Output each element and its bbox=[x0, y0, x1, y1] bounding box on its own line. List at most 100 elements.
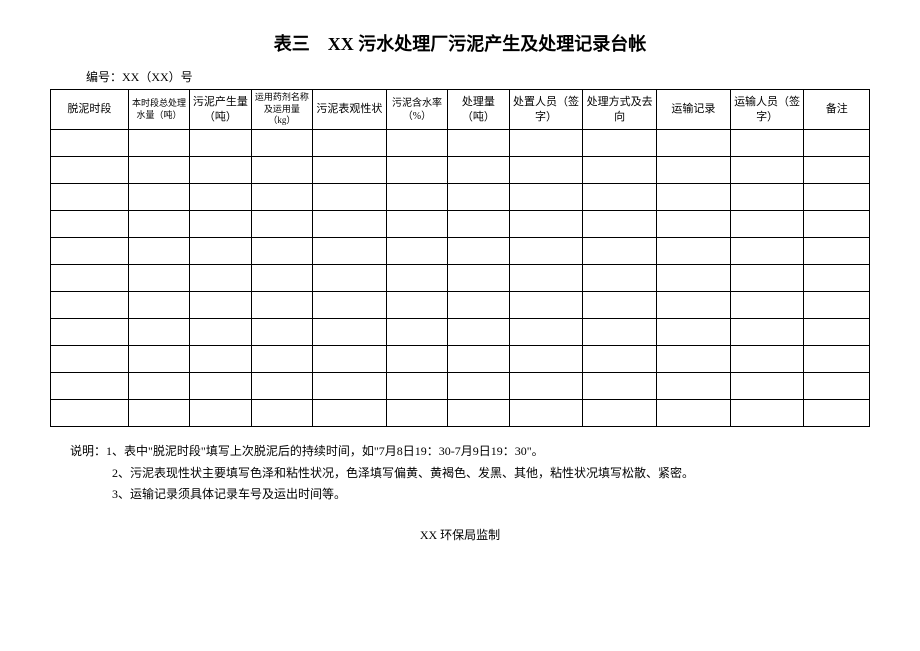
table-cell bbox=[583, 211, 657, 238]
table-cell bbox=[190, 130, 251, 157]
table-cell bbox=[657, 373, 731, 400]
table-cell bbox=[251, 373, 312, 400]
header-cell: 污泥产生量（吨） bbox=[190, 90, 251, 130]
table-row bbox=[51, 130, 870, 157]
table-cell bbox=[509, 319, 583, 346]
table-cell bbox=[313, 238, 387, 265]
table-cell bbox=[657, 319, 731, 346]
table-cell bbox=[657, 157, 731, 184]
table-cell bbox=[51, 319, 129, 346]
table-cell bbox=[804, 211, 870, 238]
table-cell bbox=[251, 157, 312, 184]
table-cell bbox=[583, 346, 657, 373]
header-cell: 本时段总处理水量（吨） bbox=[128, 90, 189, 130]
table-cell bbox=[51, 265, 129, 292]
table-cell bbox=[313, 400, 387, 427]
header-cell: 运用药剂名称及运用量（kg） bbox=[251, 90, 312, 130]
table-cell bbox=[251, 184, 312, 211]
table-cell bbox=[448, 373, 509, 400]
table-cell bbox=[128, 373, 189, 400]
table-cell bbox=[804, 400, 870, 427]
table-cell bbox=[51, 157, 129, 184]
table-cell bbox=[51, 184, 129, 211]
record-table: 脱泥时段 本时段总处理水量（吨） 污泥产生量（吨） 运用药剂名称及运用量（kg）… bbox=[50, 89, 870, 427]
table-cell bbox=[386, 211, 447, 238]
table-cell bbox=[804, 319, 870, 346]
table-cell bbox=[583, 400, 657, 427]
table-cell bbox=[190, 319, 251, 346]
table-cell bbox=[804, 373, 870, 400]
table-cell bbox=[448, 346, 509, 373]
table-cell bbox=[804, 130, 870, 157]
notes-prefix: 说明： bbox=[70, 444, 106, 458]
table-cell bbox=[448, 292, 509, 319]
table-cell bbox=[448, 319, 509, 346]
table-cell bbox=[583, 319, 657, 346]
table-cell bbox=[386, 130, 447, 157]
table-cell bbox=[313, 319, 387, 346]
table-cell bbox=[386, 238, 447, 265]
table-cell bbox=[51, 211, 129, 238]
header-cell: 备注 bbox=[804, 90, 870, 130]
table-cell bbox=[730, 184, 804, 211]
table-cell bbox=[251, 400, 312, 427]
table-cell bbox=[128, 157, 189, 184]
notes-line: 说明：1、表中"脱泥时段"填写上次脱泥后的持续时间，如"7月8日19：30-7月… bbox=[70, 441, 870, 463]
table-cell bbox=[730, 292, 804, 319]
table-cell bbox=[190, 238, 251, 265]
table-cell bbox=[583, 265, 657, 292]
table-row bbox=[51, 400, 870, 427]
table-cell bbox=[730, 319, 804, 346]
table-cell bbox=[128, 400, 189, 427]
table-cell bbox=[509, 184, 583, 211]
table-cell bbox=[730, 400, 804, 427]
table-row bbox=[51, 319, 870, 346]
table-cell bbox=[804, 265, 870, 292]
table-cell bbox=[804, 292, 870, 319]
table-cell bbox=[730, 265, 804, 292]
table-cell bbox=[190, 373, 251, 400]
table-cell bbox=[386, 157, 447, 184]
table-cell bbox=[448, 184, 509, 211]
table-cell bbox=[251, 130, 312, 157]
table-cell bbox=[313, 184, 387, 211]
table-cell bbox=[128, 346, 189, 373]
header-cell: 处理量（吨） bbox=[448, 90, 509, 130]
table-row bbox=[51, 238, 870, 265]
supervisor-text: XX 环保局监制 bbox=[50, 526, 870, 543]
table-cell bbox=[251, 211, 312, 238]
table-cell bbox=[583, 157, 657, 184]
table-cell bbox=[190, 157, 251, 184]
table-cell bbox=[313, 265, 387, 292]
table-cell bbox=[128, 292, 189, 319]
table-cell bbox=[448, 238, 509, 265]
table-cell bbox=[51, 346, 129, 373]
table-cell bbox=[313, 346, 387, 373]
table-row bbox=[51, 184, 870, 211]
table-cell bbox=[386, 346, 447, 373]
table-cell bbox=[448, 265, 509, 292]
table-header-row: 脱泥时段 本时段总处理水量（吨） 污泥产生量（吨） 运用药剂名称及运用量（kg）… bbox=[51, 90, 870, 130]
table-cell bbox=[313, 373, 387, 400]
table-cell bbox=[583, 373, 657, 400]
table-cell bbox=[128, 319, 189, 346]
table-body bbox=[51, 130, 870, 427]
table-cell bbox=[128, 130, 189, 157]
table-row bbox=[51, 373, 870, 400]
table-cell bbox=[190, 346, 251, 373]
table-cell bbox=[51, 292, 129, 319]
table-cell bbox=[509, 238, 583, 265]
table-cell bbox=[51, 400, 129, 427]
table-cell bbox=[128, 184, 189, 211]
table-cell bbox=[448, 211, 509, 238]
header-cell: 污泥表观性状 bbox=[313, 90, 387, 130]
table-cell bbox=[730, 373, 804, 400]
table-cell bbox=[251, 238, 312, 265]
table-cell bbox=[190, 211, 251, 238]
table-cell bbox=[657, 211, 731, 238]
table-cell bbox=[386, 184, 447, 211]
table-cell bbox=[509, 373, 583, 400]
table-cell bbox=[804, 157, 870, 184]
table-cell bbox=[386, 319, 447, 346]
table-cell bbox=[313, 211, 387, 238]
